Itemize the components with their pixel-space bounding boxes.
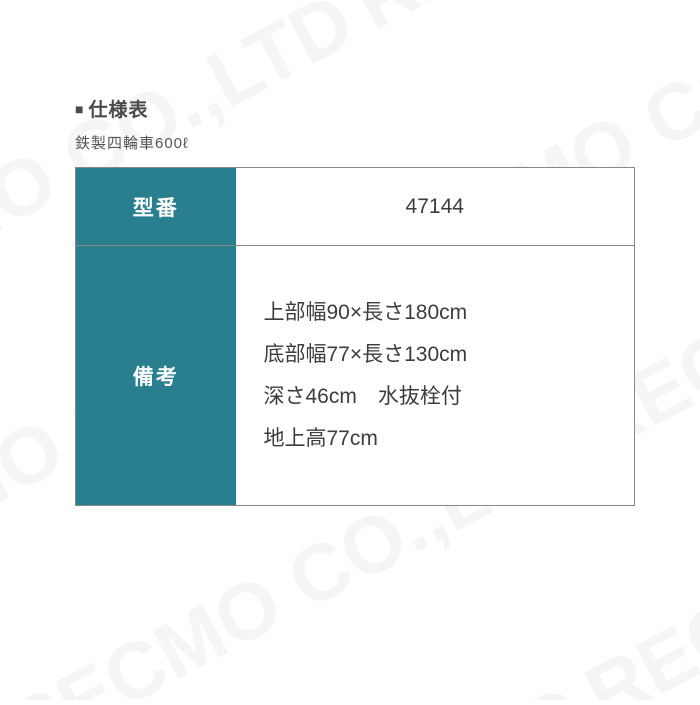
row-value-model: 47144	[236, 168, 635, 246]
remarks-line: 底部幅77×長さ130cm	[264, 334, 607, 376]
row-value-remarks: 上部幅90×長さ180cm 底部幅77×長さ130cm 深さ46cm 水抜栓付 …	[236, 246, 635, 506]
row-label-remarks: 備考	[76, 246, 236, 506]
section-title: ■仕様表	[75, 95, 625, 122]
section-marker-icon: ■	[75, 101, 84, 117]
remarks-line: 上部幅90×長さ180cm	[264, 292, 607, 334]
subtitle: 鉄製四輪車600ℓ	[75, 132, 625, 153]
remarks-line: 深さ46cm 水抜栓付	[264, 376, 607, 418]
table-row: 型番 47144	[76, 168, 635, 246]
section-title-text: 仕様表	[88, 100, 148, 121]
watermark-text: RECMO CO.,LTD	[0, 668, 599, 700]
spec-table: 型番 47144 備考 上部幅90×長さ180cm 底部幅77×長さ130cm …	[75, 167, 635, 506]
table-row: 備考 上部幅90×長さ180cm 底部幅77×長さ130cm 深さ46cm 水抜…	[76, 246, 635, 506]
row-label-model: 型番	[76, 168, 236, 246]
content-wrapper: ■仕様表 鉄製四輪車600ℓ 型番 47144 備考 上部幅90×長さ180cm…	[0, 0, 700, 506]
remarks-line: 地上高77cm	[264, 418, 607, 460]
